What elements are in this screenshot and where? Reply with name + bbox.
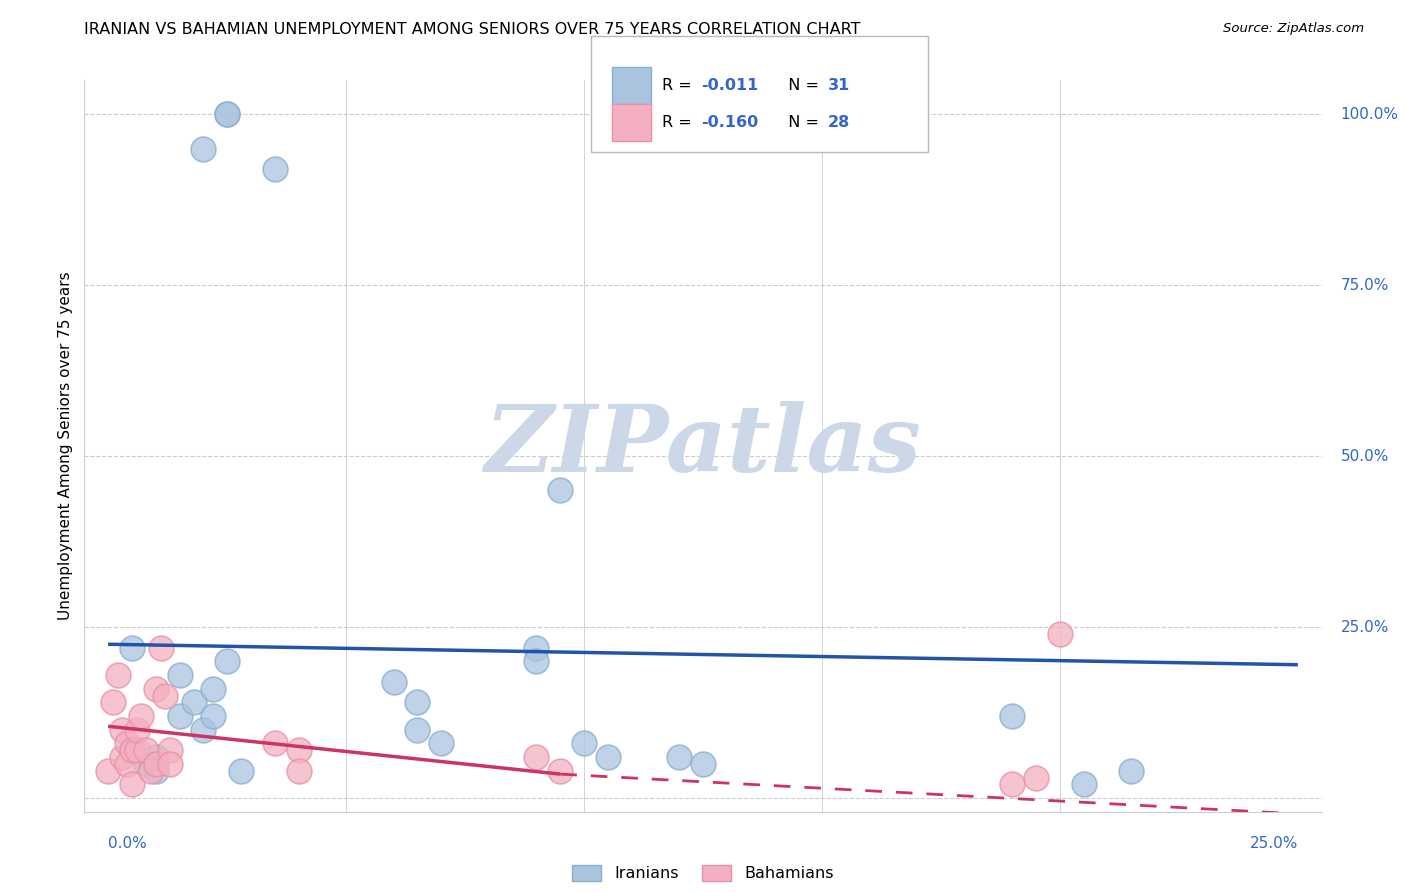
Point	[201, 681, 224, 696]
Point	[121, 743, 143, 757]
Text: 31: 31	[828, 78, 851, 93]
Point	[1001, 777, 1024, 791]
Point	[101, 695, 124, 709]
Point	[145, 750, 167, 764]
Point	[548, 483, 571, 498]
Point	[115, 756, 138, 771]
Point	[193, 142, 215, 156]
Point	[125, 743, 148, 757]
Point	[139, 764, 162, 778]
Text: N =: N =	[778, 78, 824, 93]
Point	[97, 764, 120, 778]
Point	[526, 640, 548, 655]
Point	[169, 668, 191, 682]
Text: N =: N =	[778, 115, 824, 130]
Point	[145, 764, 167, 778]
Text: 50.0%: 50.0%	[1341, 449, 1389, 464]
Point	[263, 162, 285, 177]
Point	[1121, 764, 1143, 778]
Point	[217, 107, 239, 121]
Point	[111, 750, 134, 764]
Text: IRANIAN VS BAHAMIAN UNEMPLOYMENT AMONG SENIORS OVER 75 YEARS CORRELATION CHART: IRANIAN VS BAHAMIAN UNEMPLOYMENT AMONG S…	[84, 22, 860, 37]
Point	[596, 750, 619, 764]
Point	[149, 640, 172, 655]
Point	[145, 681, 167, 696]
Point	[430, 736, 453, 750]
Point	[155, 689, 177, 703]
Point	[115, 736, 138, 750]
Point	[193, 723, 215, 737]
Text: 25.0%: 25.0%	[1250, 836, 1298, 851]
Point	[217, 107, 239, 121]
Point	[572, 736, 595, 750]
Text: 25.0%: 25.0%	[1341, 620, 1389, 634]
Point	[121, 777, 143, 791]
Point	[692, 756, 714, 771]
Text: 0.0%: 0.0%	[108, 836, 146, 851]
Point	[1073, 777, 1095, 791]
Point	[131, 709, 153, 723]
Point	[668, 750, 690, 764]
Text: ZIPatlas: ZIPatlas	[485, 401, 921, 491]
Point	[135, 743, 157, 757]
Point	[111, 723, 134, 737]
Point	[159, 756, 181, 771]
Point	[382, 674, 405, 689]
Point	[287, 764, 309, 778]
Point	[183, 695, 205, 709]
Text: 100.0%: 100.0%	[1341, 107, 1399, 122]
Text: -0.011: -0.011	[702, 78, 759, 93]
Point	[201, 709, 224, 723]
Point	[1025, 771, 1047, 785]
Point	[526, 750, 548, 764]
Y-axis label: Unemployment Among Seniors over 75 years: Unemployment Among Seniors over 75 years	[58, 272, 73, 620]
Legend: Iranians, Bahamians: Iranians, Bahamians	[567, 858, 839, 888]
Point	[121, 743, 143, 757]
Point	[125, 723, 148, 737]
Text: -0.160: -0.160	[702, 115, 759, 130]
Point	[169, 709, 191, 723]
Text: Source: ZipAtlas.com: Source: ZipAtlas.com	[1223, 22, 1364, 36]
Point	[526, 654, 548, 668]
Point	[107, 668, 129, 682]
Text: R =: R =	[662, 78, 697, 93]
Point	[159, 743, 181, 757]
Point	[231, 764, 253, 778]
Point	[263, 736, 285, 750]
Point	[406, 695, 429, 709]
Text: R =: R =	[662, 115, 697, 130]
Point	[406, 723, 429, 737]
Point	[548, 764, 571, 778]
Text: 75.0%: 75.0%	[1341, 277, 1389, 293]
Point	[217, 654, 239, 668]
Point	[121, 640, 143, 655]
Point	[287, 743, 309, 757]
Point	[145, 756, 167, 771]
Text: 28: 28	[828, 115, 851, 130]
Point	[1049, 627, 1071, 641]
Point	[135, 756, 157, 771]
Point	[1001, 709, 1024, 723]
